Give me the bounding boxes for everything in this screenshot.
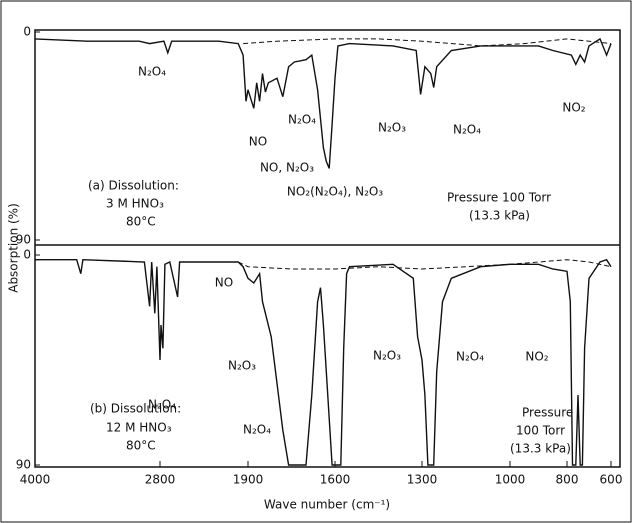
annotation: N₂O₄	[288, 113, 316, 127]
plot-frame	[34, 29, 621, 468]
x-axis-label: Wave number (cm⁻¹)	[264, 498, 390, 512]
x-tick-label: 2800	[145, 473, 176, 487]
spectrum-line	[243, 38, 612, 47]
y-tick-label: 0	[23, 248, 31, 262]
annotation: N₂O₄	[243, 423, 271, 437]
x-tick-label: 600	[600, 473, 623, 487]
annotation: 80°C	[126, 439, 156, 453]
annotation: NO	[249, 135, 267, 149]
x-tick-label: 4000	[20, 473, 51, 487]
annotation: Pressure	[522, 406, 573, 420]
annotation: N₂O₄	[148, 398, 176, 412]
annotation: N₂O₃	[373, 349, 401, 363]
y-tick-label: 90	[16, 458, 31, 472]
spectrum-line	[237, 259, 612, 270]
annotation: (b) Dissolution:	[90, 402, 181, 416]
y-axis-label: Absorption (%)	[7, 203, 21, 293]
annotation: 80°C	[126, 215, 156, 229]
annotation: N₂O₄	[456, 350, 484, 364]
annotation: 100 Torr	[516, 424, 565, 438]
x-tick-label: 800	[556, 473, 579, 487]
annotation: N₂O₃	[228, 359, 256, 373]
annotation: N₂O₃	[378, 121, 406, 135]
annotation: 3 M HNO₃	[106, 197, 164, 211]
annotation: N₂O₄	[453, 123, 481, 137]
spectrum-line	[35, 258, 612, 466]
annotation: (13.3 kPa)	[510, 442, 571, 456]
annotation: Pressure 100 Torr	[447, 191, 551, 205]
x-tick-label: 1900	[233, 473, 264, 487]
annotation: (a) Dissolution:	[88, 179, 179, 193]
x-tick-label: 1000	[495, 473, 526, 487]
annotation: NO₂(N₂O₄), N₂O₃	[287, 185, 384, 199]
y-tick-label: 0	[23, 25, 31, 39]
annotation: NO₂	[525, 350, 548, 364]
annotation: NO, N₂O₃	[260, 161, 314, 175]
x-tick-label: 1600	[320, 473, 351, 487]
x-tick-label: 1300	[407, 473, 438, 487]
y-tick-label: 90	[16, 233, 31, 247]
spectrum-line	[34, 37, 612, 169]
annotation: N₂O₄	[138, 65, 166, 79]
annotation: (13.3 kPa)	[469, 209, 530, 223]
annotation: 12 M HNO₃	[106, 421, 172, 435]
annotation: NO	[215, 276, 233, 290]
annotation: NO₂	[562, 101, 585, 115]
